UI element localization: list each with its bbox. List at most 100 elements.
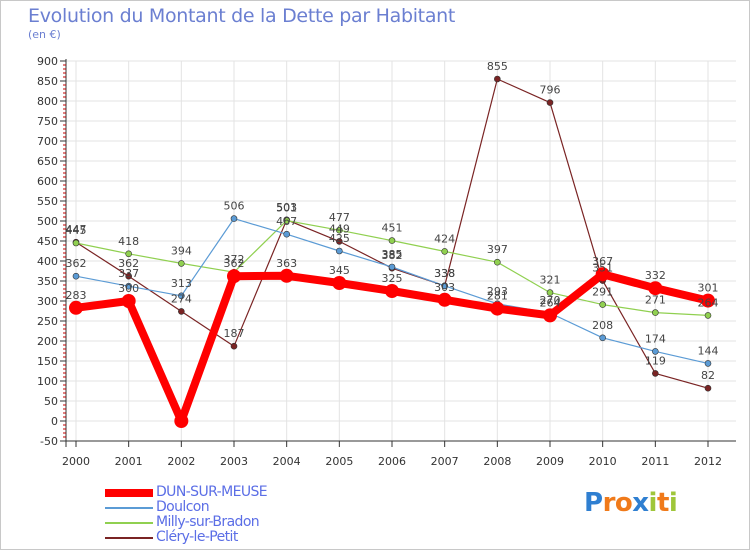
data-label: 451	[382, 222, 403, 235]
legend-label: Milly-sur-Bradon	[156, 514, 260, 530]
x-tick-label: 2008	[483, 455, 511, 468]
data-label: 449	[329, 222, 350, 235]
data-point	[336, 226, 343, 234]
data-label: 447	[66, 223, 87, 236]
data-label: 325	[382, 272, 403, 285]
data-point	[543, 308, 557, 323]
data-label: 394	[171, 244, 192, 257]
data-label: 425	[329, 232, 350, 245]
y-tick-label: 50	[44, 395, 58, 408]
data-label: 338	[434, 267, 455, 280]
data-point	[494, 75, 501, 83]
x-tick-label: 2012	[694, 455, 722, 468]
data-point	[227, 269, 241, 284]
x-tick-label: 2004	[273, 455, 301, 468]
data-point	[230, 215, 238, 222]
x-tick-label: 2005	[325, 455, 353, 468]
data-point	[546, 289, 554, 296]
data-point	[283, 217, 290, 224]
data-point	[125, 272, 132, 280]
y-tick-label: 600	[37, 175, 58, 188]
data-point	[648, 281, 663, 296]
data-label: 796	[540, 84, 561, 97]
data-point	[599, 301, 606, 308]
chart-title: Evolution du Montant de la Dette par Hab…	[28, 5, 456, 27]
data-label: 467	[276, 215, 297, 228]
x-tick-label: 2009	[536, 455, 564, 468]
data-label: 362	[66, 257, 87, 270]
y-tick-label: 650	[37, 155, 58, 168]
data-point	[125, 250, 132, 258]
y-tick-label: 150	[37, 355, 58, 368]
y-tick-label: 250	[37, 315, 58, 328]
data-point	[283, 230, 290, 238]
data-label: 362	[224, 257, 245, 270]
legend-label: Cléry-le-Petit	[156, 529, 238, 545]
data-label: 301	[698, 282, 719, 295]
data-label: 119	[645, 354, 666, 367]
y-tick-label: 300	[37, 295, 58, 308]
data-label: 281	[487, 290, 508, 303]
y-tick-label: -50	[40, 435, 58, 448]
data-point	[388, 237, 396, 244]
data-label: 372	[224, 253, 245, 266]
data-point	[652, 370, 659, 377]
x-tick-label: 2010	[589, 455, 617, 468]
data-label: 351	[592, 262, 613, 275]
data-label: 501	[276, 202, 297, 215]
data-point	[125, 282, 132, 290]
legend-label: DUN-SUR-MEUSE	[156, 484, 268, 500]
y-tick-label: 450	[37, 235, 58, 248]
data-point	[336, 247, 343, 255]
data-label: 293	[487, 285, 508, 298]
data-label: 303	[434, 281, 455, 294]
y-tick-label: 100	[37, 375, 58, 388]
legend-swatch-doulcon	[105, 507, 153, 509]
brand-letter: i	[668, 488, 678, 518]
y-tick-label: 350	[37, 275, 58, 288]
data-label: 174	[645, 332, 666, 345]
x-tick-label: 2000	[62, 455, 90, 468]
data-label: 477	[329, 211, 350, 224]
brand-letter: x	[632, 488, 649, 518]
data-point	[178, 308, 185, 315]
legend-swatch-clery-le-petit	[105, 537, 153, 539]
data-label: 363	[276, 257, 297, 270]
data-point	[441, 282, 448, 290]
brand-letter: P	[584, 488, 603, 518]
x-tick-label: 2007	[431, 455, 459, 468]
legend-swatch-dun-sur-meuse	[105, 489, 153, 497]
data-point	[437, 292, 452, 307]
data-label: 313	[171, 277, 192, 290]
brand-letter: o	[614, 488, 633, 518]
data-point	[388, 263, 396, 271]
y-tick-label: 800	[37, 95, 58, 108]
data-label: 144	[698, 344, 719, 357]
data-point	[704, 384, 712, 392]
data-label: 337	[118, 267, 139, 280]
y-tick-label: 700	[37, 135, 58, 148]
data-point	[704, 360, 712, 367]
data-label: 270	[540, 294, 561, 307]
data-point	[701, 293, 715, 308]
data-point	[595, 267, 610, 282]
chart-unit: (en €)	[28, 28, 61, 41]
legend-item-milly-sur-bradon: Milly-sur-Bradon	[105, 514, 325, 530]
data-point	[546, 99, 554, 106]
data-label: 424	[434, 232, 455, 245]
data-point	[385, 284, 399, 298]
legend-label: Doulcon	[156, 499, 210, 515]
legend-item-dun-sur-meuse: DUN-SUR-MEUSE	[105, 484, 325, 500]
data-label: 274	[171, 292, 192, 305]
data-label: 345	[329, 264, 350, 277]
y-tick-label: 850	[37, 75, 58, 88]
data-label: 187	[224, 327, 245, 340]
data-label: 382	[382, 249, 403, 262]
data-label: 271	[645, 294, 666, 307]
data-label: 367	[592, 255, 613, 268]
data-point	[490, 301, 505, 316]
data-point	[230, 342, 238, 350]
data-label: 264	[698, 296, 719, 309]
line-chart: 9008508007507006506005505004504003503002…	[37, 55, 736, 468]
